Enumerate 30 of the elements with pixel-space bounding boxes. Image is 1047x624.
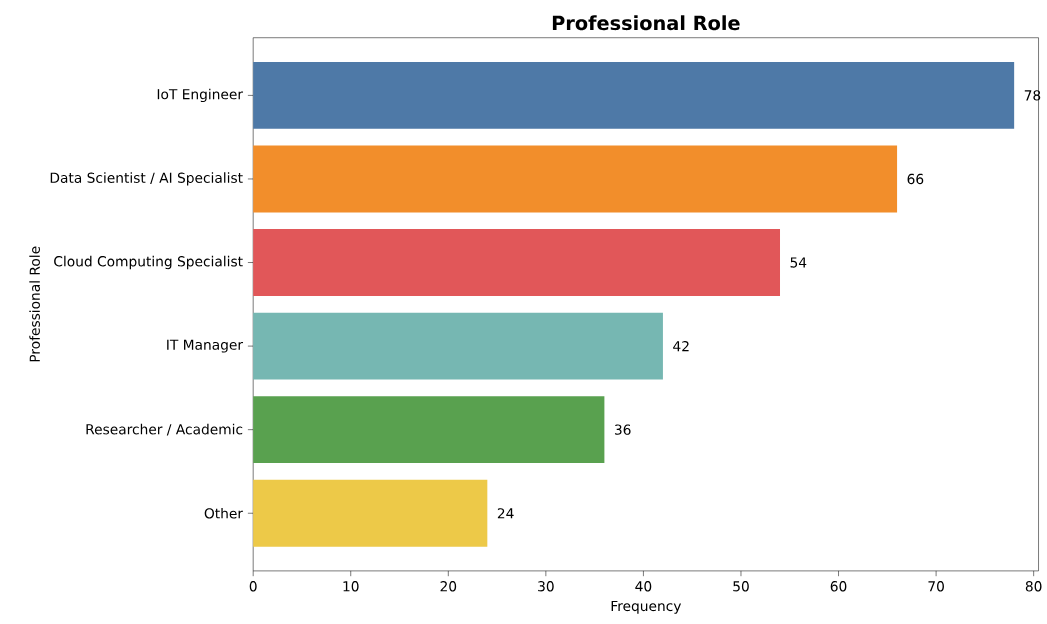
x-tick-label: 30 xyxy=(538,581,554,592)
x-tick-label: 50 xyxy=(733,581,749,592)
data-label: 78 xyxy=(1024,90,1041,101)
y-tick-label: Data Scientist / AI Specialist xyxy=(50,172,243,186)
data-label: 54 xyxy=(790,257,807,268)
data-label: 42 xyxy=(673,341,689,352)
x-tick-label: 10 xyxy=(343,581,359,592)
y-tick-label: Cloud Computing Specialist xyxy=(54,256,243,270)
bar xyxy=(253,229,780,297)
bar xyxy=(253,312,663,380)
bar xyxy=(253,62,1015,130)
x-tick-label: 20 xyxy=(440,581,457,592)
x-tick-label: 0 xyxy=(249,581,257,592)
data-label: 66 xyxy=(907,173,924,185)
y-tick-label: IoT Engineer xyxy=(157,88,244,103)
bar xyxy=(253,145,898,213)
data-label: 24 xyxy=(497,508,514,519)
y-tick-label: IT Manager xyxy=(167,339,244,353)
y-axis-title: Professional Role xyxy=(29,246,40,362)
chart-title: Professional Role xyxy=(552,15,740,31)
x-tick-label: 70 xyxy=(928,581,944,592)
x-tick-label: 60 xyxy=(830,581,847,592)
x-axis-title: Frequency xyxy=(611,601,682,615)
bar xyxy=(253,480,488,547)
data-label: 36 xyxy=(614,424,631,436)
y-tick-label: Other xyxy=(204,508,244,519)
bar xyxy=(253,396,605,464)
x-tick-label: 40 xyxy=(635,581,652,592)
y-tick-label: Researcher / Academic xyxy=(86,424,243,436)
x-tick-label: 80 xyxy=(1025,581,1042,592)
